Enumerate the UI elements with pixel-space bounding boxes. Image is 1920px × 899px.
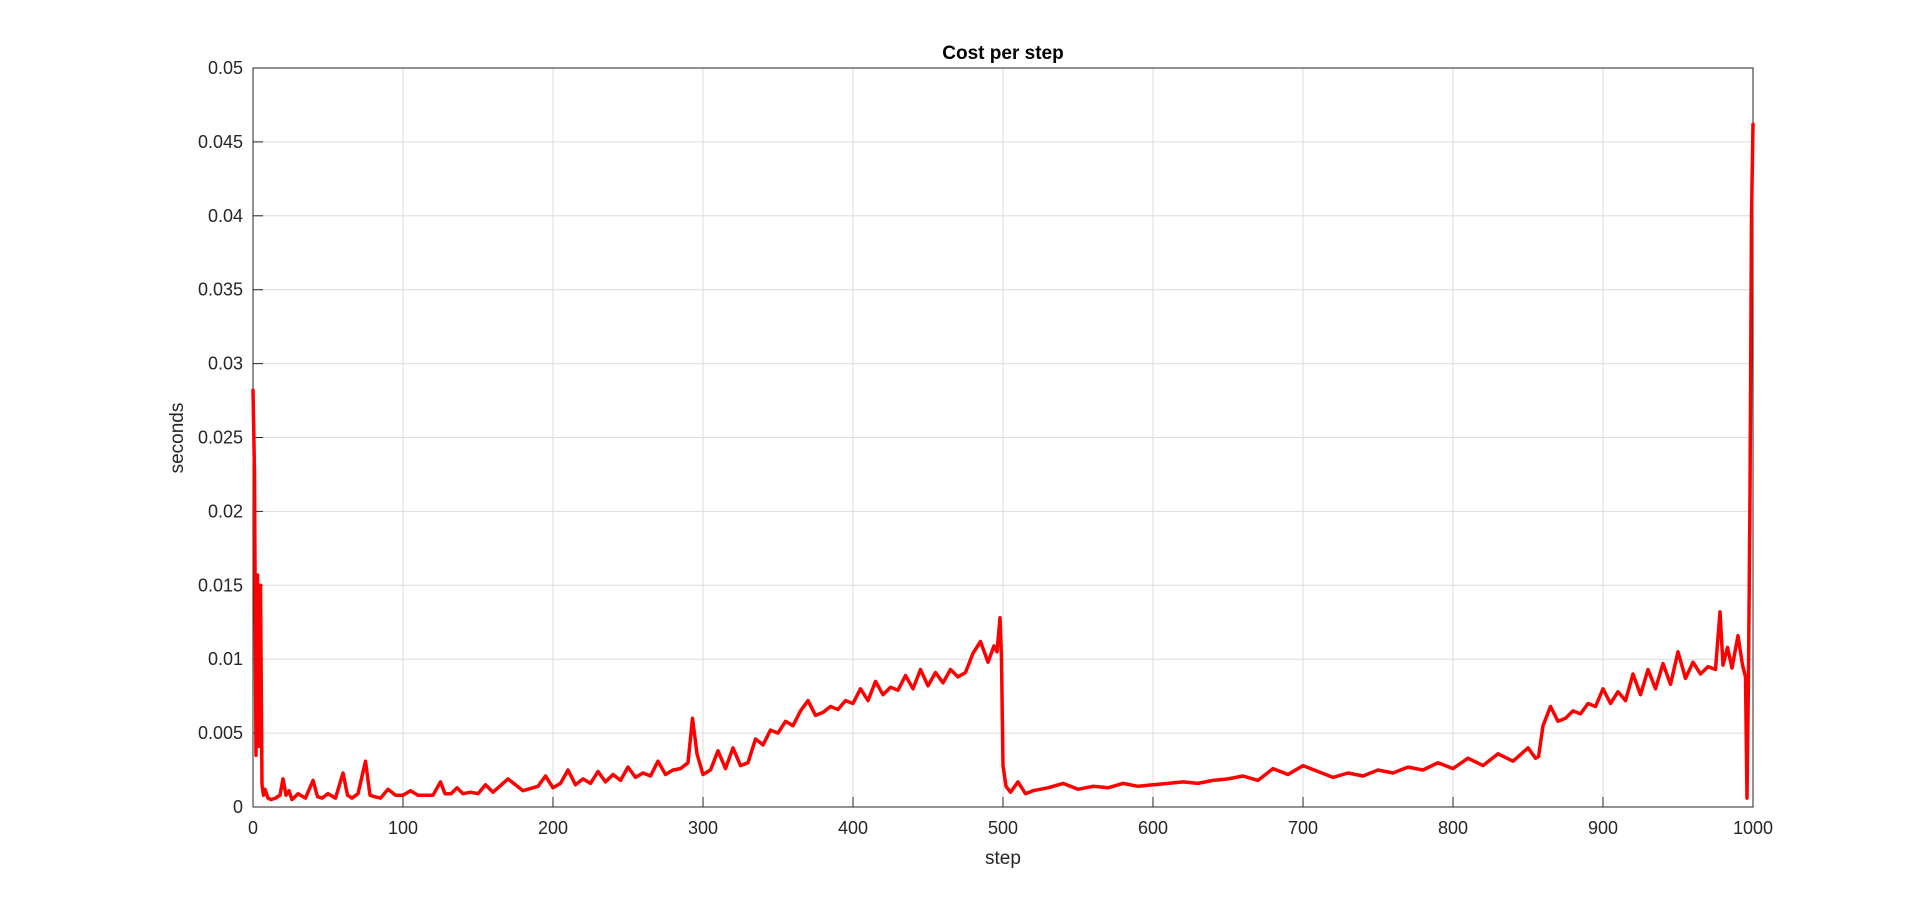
x-tick-label: 800 bbox=[1438, 818, 1468, 838]
series-line bbox=[251, 122, 1755, 802]
y-tick-label: 0.03 bbox=[208, 354, 243, 374]
y-tick-label: 0 bbox=[233, 797, 243, 817]
y-tick-label: 0.005 bbox=[198, 723, 243, 743]
x-tick-label: 300 bbox=[688, 818, 718, 838]
x-tick-label: 100 bbox=[388, 818, 418, 838]
x-axis-label: step bbox=[985, 848, 1021, 869]
x-tick-label: 500 bbox=[988, 818, 1018, 838]
x-tick-label: 0 bbox=[248, 818, 258, 838]
y-tick-label: 0.01 bbox=[208, 649, 243, 669]
y-tick-label: 0.035 bbox=[198, 280, 243, 300]
y-tick-label: 0.04 bbox=[208, 206, 243, 226]
y-axis-label: seconds bbox=[167, 403, 188, 474]
y-tick-label: 0.02 bbox=[208, 501, 243, 521]
y-tick-label: 0.045 bbox=[198, 132, 243, 152]
series-group bbox=[251, 122, 1755, 802]
x-tick-label: 700 bbox=[1288, 818, 1318, 838]
x-tick-label: 200 bbox=[538, 818, 568, 838]
x-tick-label: 900 bbox=[1588, 818, 1618, 838]
x-tick-label: 1000 bbox=[1733, 818, 1773, 838]
x-tick-label: 400 bbox=[838, 818, 868, 838]
y-tick-label: 0.05 bbox=[208, 58, 243, 78]
y-tick-label: 0.025 bbox=[198, 428, 243, 448]
axes: 0 100 200 300 400 500 600 700 800 900 1000 0 0.005 0.… bbox=[198, 58, 1773, 838]
chart-title: Cost per step bbox=[942, 43, 1063, 64]
x-tick-label: 600 bbox=[1138, 818, 1168, 838]
y-tick-label: 0.015 bbox=[198, 575, 243, 595]
